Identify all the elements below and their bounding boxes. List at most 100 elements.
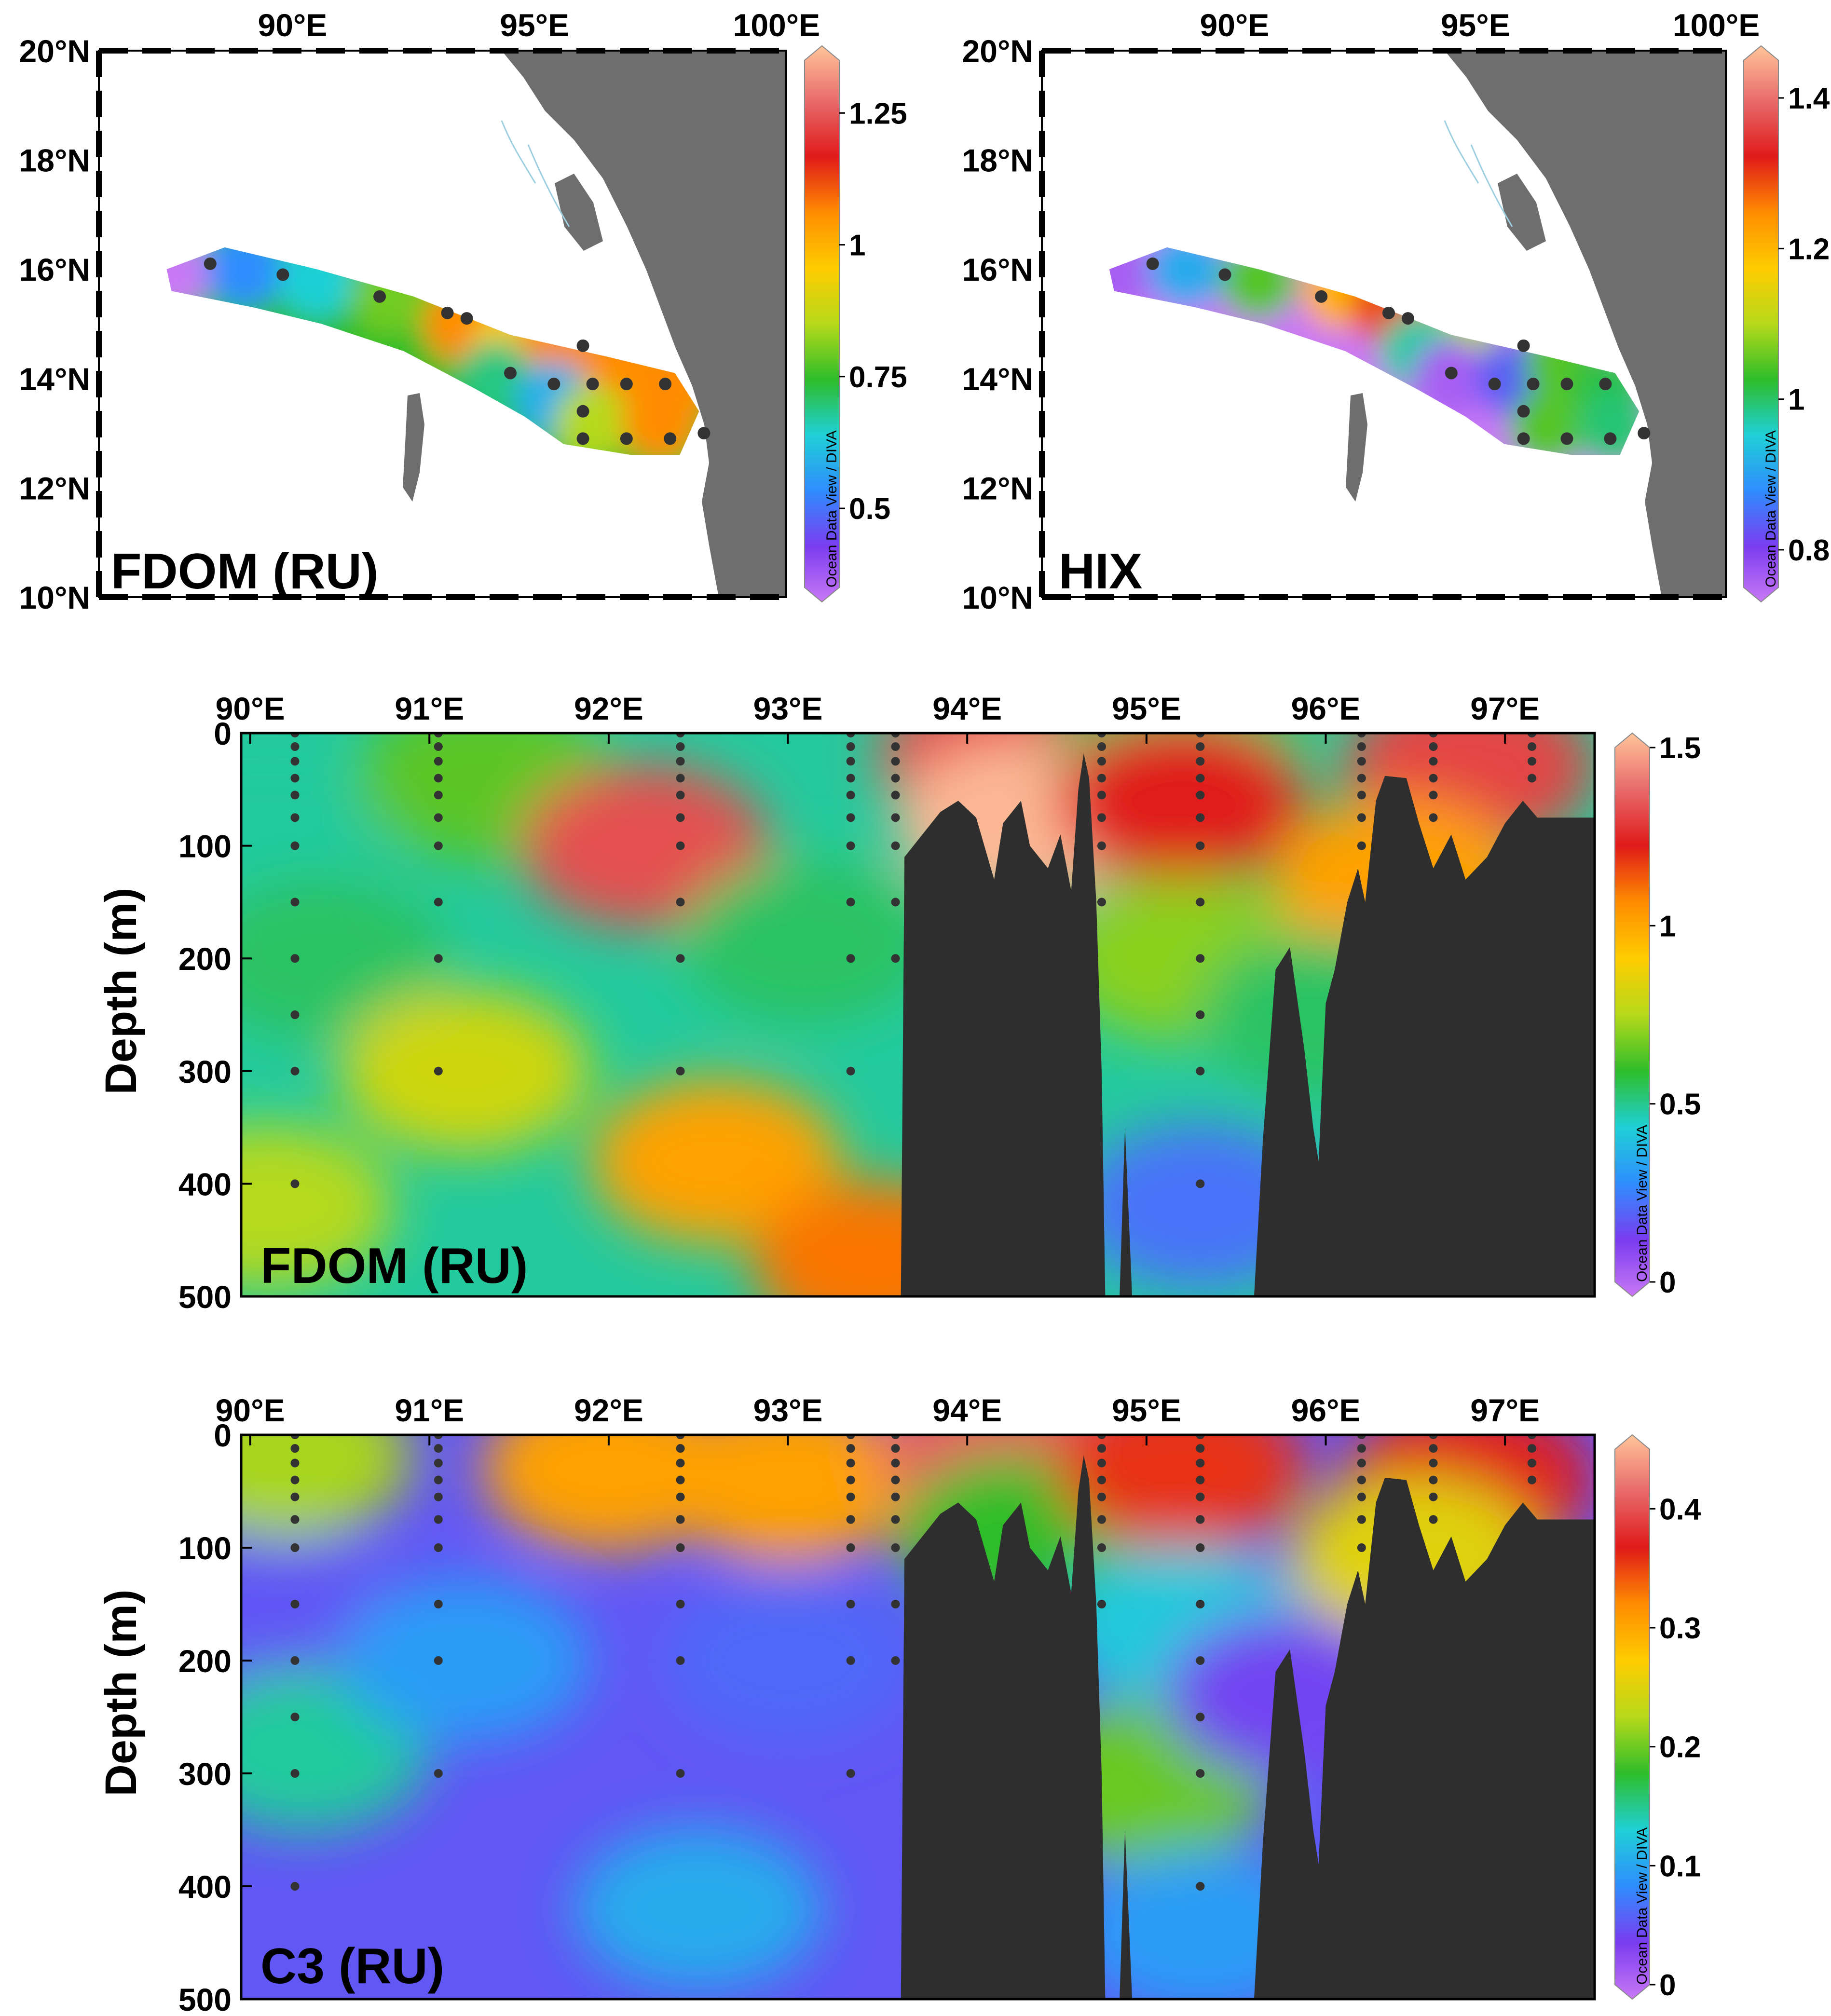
- field-cell-11: [554, 383, 631, 455]
- colorbar-tick-label: 1: [849, 229, 865, 262]
- x-tick-label: 100°E: [1673, 7, 1760, 43]
- sample-point: [1196, 1515, 1205, 1524]
- station-column: [846, 733, 855, 1076]
- sample-point: [891, 1600, 900, 1608]
- colorbar-credit: Ocean Data View / DIVA: [1763, 430, 1779, 587]
- panel-a: A 90°E95°E100°E20°N18°N16°N14°N12°N10°NF…: [19, 7, 907, 615]
- field-cell-8: [590, 1079, 842, 1243]
- sample-point: [1527, 757, 1536, 766]
- sample-point: [1196, 954, 1205, 963]
- y-tick-label: 400: [178, 1869, 232, 1905]
- sample-point: [1097, 1515, 1106, 1524]
- x-tick-label: 97°E: [1470, 691, 1540, 726]
- sample-point: [434, 742, 443, 751]
- sample-point: [434, 757, 443, 766]
- sample-point: [434, 1656, 443, 1665]
- x-tick-label: 90°E: [216, 691, 285, 726]
- sample-point: [891, 1656, 900, 1665]
- y-tick-label: 16°N: [962, 252, 1033, 287]
- sample-point: [846, 1769, 855, 1778]
- sample-point: [290, 813, 300, 822]
- y-tick-label: 500: [178, 1279, 232, 1315]
- sample-point: [676, 1656, 685, 1665]
- sample-point: [1196, 1656, 1205, 1665]
- sample-point: [1357, 1515, 1366, 1524]
- station-2: [1218, 268, 1231, 281]
- sample-point: [676, 742, 685, 751]
- colorbar-tick-label: 0.8: [1788, 534, 1830, 567]
- panel-d: D Depth (m) 90°E91°E92°E93°E94°E95°E96°E…: [96, 1392, 1701, 2016]
- station-13: [1517, 432, 1530, 445]
- station-12: [576, 405, 589, 418]
- field-cell-4: [340, 989, 591, 1153]
- colorbar: 1.4 1.2 1 0.8 Ocean Data View / DIVA: [1743, 45, 1830, 603]
- map-frame: [96, 48, 787, 600]
- sample-point: [846, 841, 855, 850]
- colorbar-ramp: [1743, 45, 1779, 603]
- station-column: [891, 1435, 900, 1665]
- sample-point: [290, 1515, 300, 1524]
- sample-point: [891, 1515, 900, 1524]
- x-tick-label: 92°E: [574, 1392, 643, 1428]
- sample-point: [676, 1769, 685, 1778]
- river-lines: [501, 120, 570, 227]
- variable-label: C3 (RU): [260, 1938, 444, 1994]
- land-2: [555, 174, 603, 251]
- land-1: [437, 51, 786, 597]
- sample-point: [676, 1444, 685, 1453]
- sample-point: [1196, 1492, 1205, 1501]
- sample-point: [1357, 813, 1366, 822]
- field-cell-6: [519, 763, 770, 928]
- y-tick-label: 16°N: [19, 252, 90, 287]
- station-16: [697, 427, 711, 440]
- land-2: [1498, 174, 1546, 251]
- sample-point: [846, 813, 855, 822]
- y-tick-label: 0: [214, 716, 232, 751]
- variable-label: FDOM (RU): [111, 544, 379, 599]
- station-column: [1196, 1435, 1205, 1891]
- sample-point: [290, 1713, 300, 1721]
- sample-point: [1097, 1492, 1106, 1501]
- station-column: [1097, 733, 1106, 907]
- sample-point: [434, 1769, 443, 1778]
- y-tick-label: 10°N: [962, 580, 1033, 615]
- station-column: [290, 1435, 300, 1891]
- sample-point: [676, 757, 685, 766]
- station-3: [373, 290, 386, 303]
- sample-point: [1196, 774, 1205, 783]
- sample-point: [676, 898, 685, 907]
- land-masses: [1346, 51, 1726, 597]
- sample-point: [846, 1515, 855, 1524]
- sample-point: [434, 1458, 443, 1468]
- sample-point: [434, 954, 443, 963]
- x-tick-label: 96°E: [1291, 1392, 1361, 1428]
- sample-point: [434, 1066, 443, 1076]
- sample-point: [676, 813, 685, 822]
- sample-point: [1357, 790, 1366, 800]
- sample-point: [891, 813, 900, 822]
- colorbar-tick-label: 1.5: [1659, 732, 1701, 765]
- sample-point: [290, 898, 300, 907]
- sample-point: [1429, 1444, 1438, 1453]
- sample-point: [290, 1475, 300, 1485]
- sample-point: [434, 841, 443, 850]
- sample-point: [290, 954, 300, 963]
- land-3: [403, 393, 424, 502]
- sample-point: [846, 898, 855, 907]
- sample-point: [1196, 841, 1205, 850]
- x-tick-label: 94°E: [932, 691, 1002, 726]
- sample-point: [290, 742, 300, 751]
- sample-point: [1429, 774, 1438, 783]
- sample-point: [1097, 1458, 1106, 1468]
- frame-border: [1041, 50, 1727, 598]
- y-tick-label: 200: [178, 941, 232, 977]
- colorbar-tick-label: 0: [1659, 1969, 1676, 2002]
- y-axis-label-c: Depth (m): [96, 887, 146, 1094]
- sample-point: [290, 1458, 300, 1468]
- sample-point: [846, 954, 855, 963]
- sample-point: [290, 1066, 300, 1076]
- station-column: [434, 733, 443, 1076]
- x-tick-label: 94°E: [932, 1392, 1002, 1428]
- sample-point: [434, 1600, 443, 1608]
- x-tick-label: 96°E: [1291, 691, 1361, 726]
